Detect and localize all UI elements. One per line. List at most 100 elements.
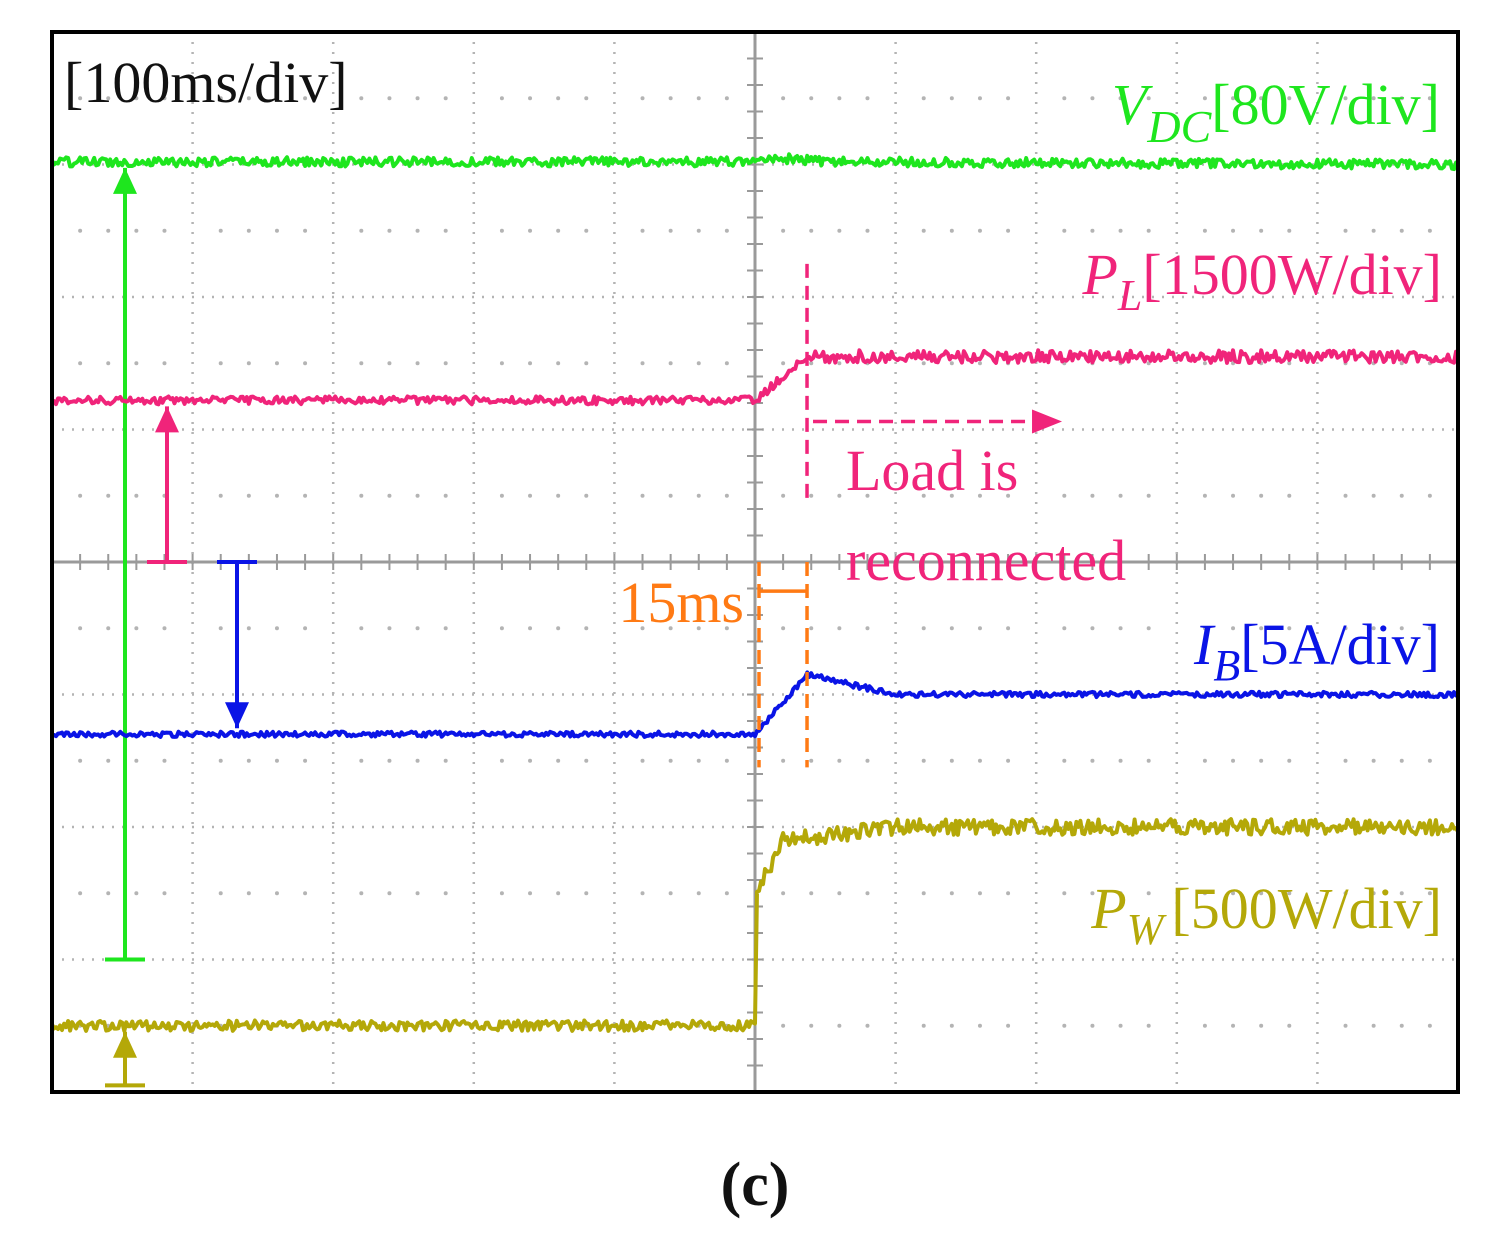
grid-dot xyxy=(1062,626,1067,631)
grid-dot xyxy=(1343,891,1348,896)
grid-dot xyxy=(781,758,786,763)
grid-dot xyxy=(724,493,729,498)
grid-dot xyxy=(640,96,645,101)
grid-dot xyxy=(1231,228,1236,233)
pw-scale: [500W/div] xyxy=(1171,876,1442,941)
grid-dot xyxy=(1118,626,1123,631)
grid-dot xyxy=(499,626,504,631)
legend-ib: IB[5A/div] xyxy=(1193,612,1440,690)
grid-dot xyxy=(246,493,251,498)
grid-dot xyxy=(977,493,982,498)
grid-dot xyxy=(106,891,111,896)
grid-dot xyxy=(640,361,645,366)
grid-dot xyxy=(415,626,420,631)
pl-trace xyxy=(50,348,1460,407)
grid-dot xyxy=(274,626,279,631)
grid-dot xyxy=(78,96,83,101)
vdc-symbol: V xyxy=(1112,72,1154,137)
grid-dot xyxy=(303,96,308,101)
grid-dot xyxy=(1062,96,1067,101)
grid-dot xyxy=(218,228,223,233)
grid-dot xyxy=(415,228,420,233)
grid-dot xyxy=(443,361,448,366)
annotation-15ms: 15ms xyxy=(618,570,744,635)
grid-dot xyxy=(528,758,533,763)
grid-dot xyxy=(359,891,364,896)
grid-dot xyxy=(499,493,504,498)
grid-dot xyxy=(809,361,814,366)
grid-dot xyxy=(781,626,786,631)
grid-dot xyxy=(246,361,251,366)
grid-dot xyxy=(556,758,561,763)
grid-dot xyxy=(415,96,420,101)
grid-dot xyxy=(949,361,954,366)
ib-subscript: B xyxy=(1213,641,1240,690)
grid-dot xyxy=(1006,493,1011,498)
grid-dot xyxy=(134,758,139,763)
grid-dot xyxy=(1371,1023,1376,1028)
grid-dot xyxy=(134,626,139,631)
grid-dot xyxy=(1343,493,1348,498)
grid-dot xyxy=(106,96,111,101)
annotations xyxy=(757,263,1063,768)
grid-dot xyxy=(1399,626,1404,631)
grid-dot xyxy=(865,96,870,101)
grid-dot xyxy=(837,626,842,631)
annotation-load-line2: reconnected xyxy=(846,528,1126,593)
grid-dot xyxy=(921,1023,926,1028)
grid-dot xyxy=(837,361,842,366)
grid-dot xyxy=(1427,891,1432,896)
grid-dot xyxy=(499,96,504,101)
grid-dot xyxy=(387,96,392,101)
grid-dot xyxy=(724,758,729,763)
ib-trace xyxy=(51,670,1459,739)
grid-dot xyxy=(303,626,308,631)
vdc-zero-marker-head xyxy=(113,167,137,194)
grid-dot xyxy=(668,96,673,101)
ib-zero-marker-head xyxy=(225,702,249,729)
grid-dot xyxy=(359,493,364,498)
grid-dot xyxy=(1006,96,1011,101)
grid-dot xyxy=(1343,626,1348,631)
grid-dot xyxy=(274,228,279,233)
grid-dot xyxy=(865,493,870,498)
vdc-subscript: DC xyxy=(1146,101,1212,152)
grid-dot xyxy=(1118,493,1123,498)
grid-dot xyxy=(696,758,701,763)
grid-dot xyxy=(1399,228,1404,233)
grid-dot xyxy=(1399,96,1404,101)
grid-dot xyxy=(724,228,729,233)
grid-dot xyxy=(78,228,83,233)
grid-dot xyxy=(1118,758,1123,763)
grid-dot xyxy=(1343,758,1348,763)
grid-dot xyxy=(359,758,364,763)
grid-dot xyxy=(1146,1023,1151,1028)
grid-dot xyxy=(668,758,673,763)
grid-dot xyxy=(1399,1023,1404,1028)
pl-subscript: L xyxy=(1117,271,1142,320)
grid-dot xyxy=(1371,96,1376,101)
legend-pw: PW [500W/div] xyxy=(1090,876,1442,954)
grid-dot xyxy=(977,758,982,763)
traces xyxy=(50,152,1460,1033)
grid-dot xyxy=(584,361,589,366)
grid-dot xyxy=(1202,361,1207,366)
grid-dot xyxy=(78,626,83,631)
grid-dot xyxy=(1399,361,1404,366)
grid-dot xyxy=(274,891,279,896)
grid-dot xyxy=(1427,96,1432,101)
grid-dot xyxy=(528,626,533,631)
vdc-scale: [80V/div] xyxy=(1211,72,1440,137)
pw-zero-marker-head xyxy=(113,1031,137,1058)
grid-dot xyxy=(1006,626,1011,631)
grid-dot xyxy=(724,891,729,896)
grid-dot xyxy=(134,493,139,498)
ib-zero-marker xyxy=(217,560,257,729)
grid-dot xyxy=(1259,228,1264,233)
grid-dot xyxy=(387,228,392,233)
grid-dot xyxy=(359,361,364,366)
grid-dot xyxy=(1231,891,1236,896)
grid-dot xyxy=(1118,891,1123,896)
grid-dot xyxy=(1118,228,1123,233)
grid-dot xyxy=(724,96,729,101)
